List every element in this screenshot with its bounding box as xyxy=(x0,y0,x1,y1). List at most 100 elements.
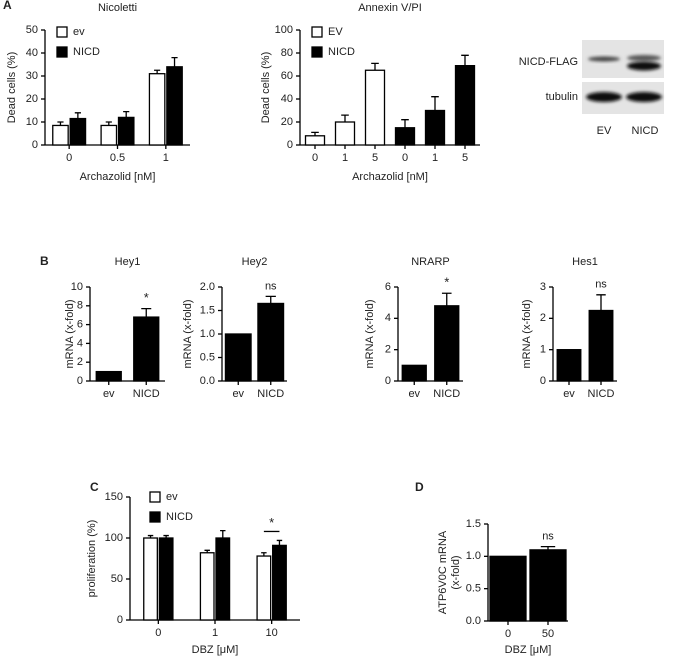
x-tick-label: ev xyxy=(408,388,420,400)
y-axis-label: mRNA (x-fold) xyxy=(64,299,76,368)
y-tick-label: 0.5 xyxy=(466,583,481,595)
chart-title: Hes1 xyxy=(572,256,598,268)
y-tick-label: 150 xyxy=(105,491,123,503)
y-tick-label: 1.5 xyxy=(200,304,215,316)
error-bar xyxy=(141,307,152,318)
blot-band xyxy=(626,92,662,102)
annotation: * xyxy=(444,275,449,290)
bar xyxy=(199,552,215,621)
bar xyxy=(334,121,356,146)
y-tick-label: 6 xyxy=(77,319,83,331)
error-bar xyxy=(441,292,452,306)
bar xyxy=(394,127,416,146)
x-tick-label: 0 xyxy=(312,152,318,164)
y-tick-label: 80 xyxy=(281,47,293,59)
y-tick-label: 1 xyxy=(540,344,546,356)
bar xyxy=(143,537,158,621)
error-bar xyxy=(123,111,130,118)
y-tick-label: 1.0 xyxy=(200,328,215,340)
y-axis-label: mRNA (x-fold) xyxy=(521,299,533,368)
x-tick-label: 5 xyxy=(372,152,378,164)
y-tick-label: 1.5 xyxy=(466,518,481,530)
bar xyxy=(215,537,231,621)
legend-swatch xyxy=(149,491,161,503)
chart: D 0.0 0.5 1.0 1.5 ATP6V0C mRNA (x-fold) DBZ [μM… xyxy=(415,480,568,656)
legend-swatch xyxy=(149,511,161,523)
legend-swatch xyxy=(311,46,323,58)
chart: NRARP 0 2 4 6 mRNA (x-fold) ev NICD * xyxy=(364,256,463,400)
y-tick-label: 0.0 xyxy=(200,375,215,387)
x-axis-label: Archazolid [nM] xyxy=(352,171,428,183)
y-tick-label: 0.5 xyxy=(200,351,215,363)
error-bar xyxy=(105,121,112,126)
y-axis-label: Dead cells (%) xyxy=(260,52,272,124)
y-tick-label: 4 xyxy=(385,312,391,324)
bar xyxy=(256,555,272,621)
bar xyxy=(556,349,582,382)
y-axis-label: proliferation (%) xyxy=(86,520,98,598)
bar xyxy=(224,333,252,382)
bar xyxy=(529,549,567,622)
error-bar xyxy=(311,131,319,136)
annotation: ns xyxy=(265,280,277,292)
x-tick-label: 0 xyxy=(66,152,72,164)
error-bar xyxy=(171,56,178,67)
error-bar xyxy=(57,121,64,126)
y-tick-label: 100 xyxy=(275,24,293,36)
x-tick-label: 0 xyxy=(505,628,511,640)
bar xyxy=(158,537,174,621)
y-tick-label: 20 xyxy=(281,116,293,128)
bar xyxy=(257,302,285,382)
y-axis-label: ATP6V0C mRNA xyxy=(437,530,449,614)
error-bar xyxy=(596,294,606,311)
y-tick-label: 4 xyxy=(77,337,83,349)
y-tick-label: 0 xyxy=(117,614,123,626)
x-tick-label: NICD xyxy=(433,388,460,400)
blot-band-label: NICD-FLAG xyxy=(519,56,578,68)
x-tick-label: 1 xyxy=(432,152,438,164)
error-bar xyxy=(154,69,161,74)
x-tick-label: 0.5 xyxy=(110,152,125,164)
y-tick-label: 8 xyxy=(77,300,83,312)
y-tick-label: 2 xyxy=(385,344,391,356)
x-tick-label: NICD xyxy=(588,388,615,400)
panel-label: A xyxy=(3,0,12,12)
annotation: ns xyxy=(542,531,554,543)
blot-lane-label: NICD xyxy=(632,125,659,137)
y-tick-label: 2 xyxy=(540,312,546,324)
error-bar xyxy=(74,112,81,119)
bar xyxy=(401,364,427,382)
legend-label: NICD xyxy=(73,46,100,58)
bar xyxy=(304,135,326,146)
panel-label: D xyxy=(415,480,424,494)
bar xyxy=(588,309,614,382)
x-tick-label: 50 xyxy=(542,628,554,640)
legend-label: ev xyxy=(73,26,85,38)
error-bar xyxy=(401,119,409,128)
y-axis-label: mRNA (x-fold) xyxy=(182,299,194,368)
legend-swatch xyxy=(311,26,323,38)
y-tick-label: 10 xyxy=(71,281,83,293)
blot-band xyxy=(627,61,661,71)
x-tick-label: ev xyxy=(563,388,575,400)
x-tick-label: ev xyxy=(232,388,244,400)
error-bar xyxy=(163,534,169,538)
chart-title: Annexin V/PI xyxy=(358,2,422,14)
error-bar xyxy=(371,62,379,71)
panel-label: B xyxy=(40,254,49,268)
annotation: * xyxy=(144,290,149,305)
y-tick-label: 40 xyxy=(281,93,293,105)
y-tick-label: 100 xyxy=(105,532,123,544)
blot-band xyxy=(627,55,661,61)
bar xyxy=(454,65,476,146)
chart-title: Hey1 xyxy=(115,256,141,268)
chart-title: NRARP xyxy=(411,256,450,268)
legend-swatch xyxy=(56,46,68,58)
bar xyxy=(166,66,183,146)
bar xyxy=(424,109,446,146)
x-tick-label: NICD xyxy=(257,388,284,400)
y-tick-label: 50 xyxy=(111,573,123,585)
blot-band-label: tubulin xyxy=(546,91,578,103)
